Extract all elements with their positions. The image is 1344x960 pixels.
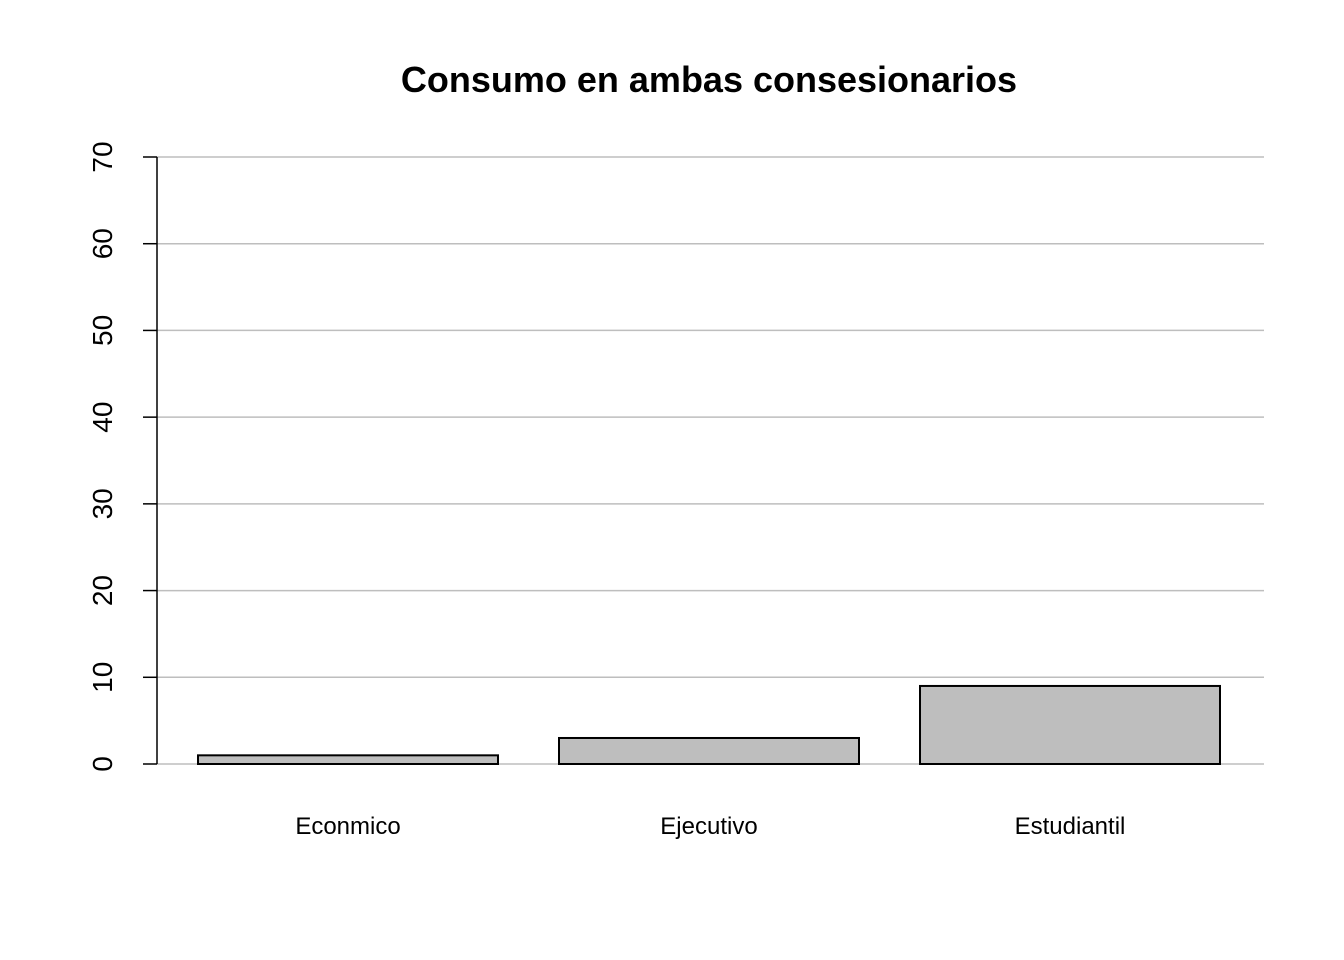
y-tick-label: 20 <box>87 575 118 606</box>
x-category-label: Econmico <box>295 813 400 840</box>
x-category-label: Ejecutivo <box>660 813 757 840</box>
x-category-label: Estudiantil <box>1015 813 1126 840</box>
y-tick-label: 70 <box>87 141 118 172</box>
y-tick-label: 40 <box>87 402 118 433</box>
chart-title: Consumo en ambas consesionarios <box>401 59 1017 100</box>
y-tick-label: 10 <box>87 662 118 693</box>
grid-lines <box>157 156 1264 765</box>
bar <box>197 754 499 765</box>
y-tick-label: 50 <box>87 315 118 346</box>
y-tick-label: 60 <box>87 228 118 259</box>
bars <box>197 684 1221 766</box>
x-axis-labels: Econmico Ejecutivo Estudiantil <box>295 813 1125 840</box>
y-axis: 0 10 20 30 40 50 60 70 <box>87 141 158 772</box>
bar <box>558 736 860 766</box>
y-tick-label: 30 <box>87 488 118 519</box>
bar <box>919 684 1221 766</box>
y-tick-label: 0 <box>87 756 118 772</box>
